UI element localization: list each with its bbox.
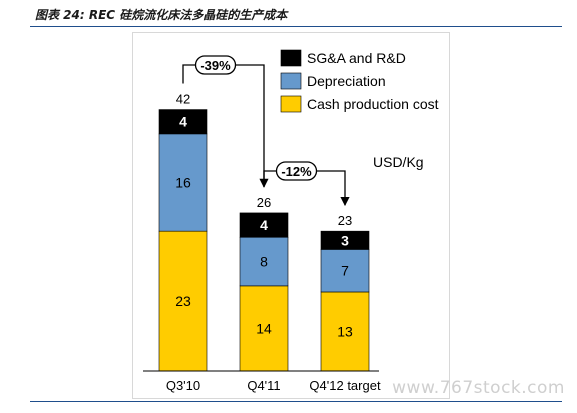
bar-segment-depreciation-0 [158, 133, 208, 232]
bar-segment-sg-a-and-r-d-0 [158, 109, 208, 135]
change-badge-1 [275, 161, 318, 181]
change-arrow-1 [263, 170, 345, 205]
legend-label-depreciation: Depreciation [307, 73, 386, 89]
watermark: www.767stock.com [392, 378, 565, 398]
stacked-bar-chart: 23 16 4 42 Q3'10 14 8 4 26 Q4'11 13 7 3 23 Q4'12 targe… [143, 49, 439, 393]
total-label-2: 23 [338, 213, 352, 228]
bar-segment-sg-a-and-r-d-2 [320, 230, 370, 250]
data-label-cash-production-cost-1: 14 [256, 320, 272, 336]
data-label-cash-production-cost-2: 13 [337, 323, 353, 339]
unit-label: USD/Kg [373, 154, 424, 170]
total-label-1: 26 [257, 195, 271, 210]
data-label-depreciation-0: 16 [175, 175, 191, 191]
change-label-1: -12% [281, 164, 312, 179]
legend-swatch-cash-production-cost [280, 95, 302, 113]
figure-caption: 图表 24: REC 硅烷流化床法多晶硅的生产成本 [35, 8, 288, 22]
total-label-0: 42 [176, 92, 190, 107]
bar-segment-sg-a-and-r-d-1 [239, 212, 289, 238]
bar-segment-depreciation-2 [320, 249, 370, 293]
data-label-sg-a-and-r-d-2: 3 [341, 232, 349, 248]
x-tick-label-1: Q4'11 [247, 378, 280, 393]
bottom-rule [30, 401, 562, 402]
legend-label-sg-a-and-r-d: SG&A and R&D [307, 50, 406, 66]
change-arrow-0 [182, 64, 264, 187]
chart-frame: 23 16 4 42 Q3'10 14 8 4 26 Q4'11 13 7 3 23 Q4'12 targe… [132, 32, 450, 399]
data-label-cash-production-cost-0: 23 [175, 293, 191, 309]
change-label-0: -39% [200, 58, 231, 73]
data-label-depreciation-1: 8 [260, 254, 268, 270]
data-label-depreciation-2: 7 [341, 263, 349, 279]
top-rule [30, 26, 562, 27]
change-badge-0 [194, 55, 237, 75]
legend-swatch-depreciation [280, 72, 302, 90]
x-tick-label-0: Q3'10 [166, 378, 200, 393]
x-tick-label-2: Q4'12 target [309, 378, 381, 393]
bar-segment-depreciation-1 [239, 236, 289, 287]
legend-swatch-sg-a-and-r-d [280, 49, 302, 67]
bar-segment-cash-production-cost-1 [239, 285, 289, 372]
data-label-sg-a-and-r-d-0: 4 [179, 114, 187, 130]
legend-label-cash-production-cost: Cash production cost [307, 96, 439, 112]
bar-segment-cash-production-cost-0 [158, 230, 208, 372]
data-label-sg-a-and-r-d-1: 4 [260, 217, 268, 233]
